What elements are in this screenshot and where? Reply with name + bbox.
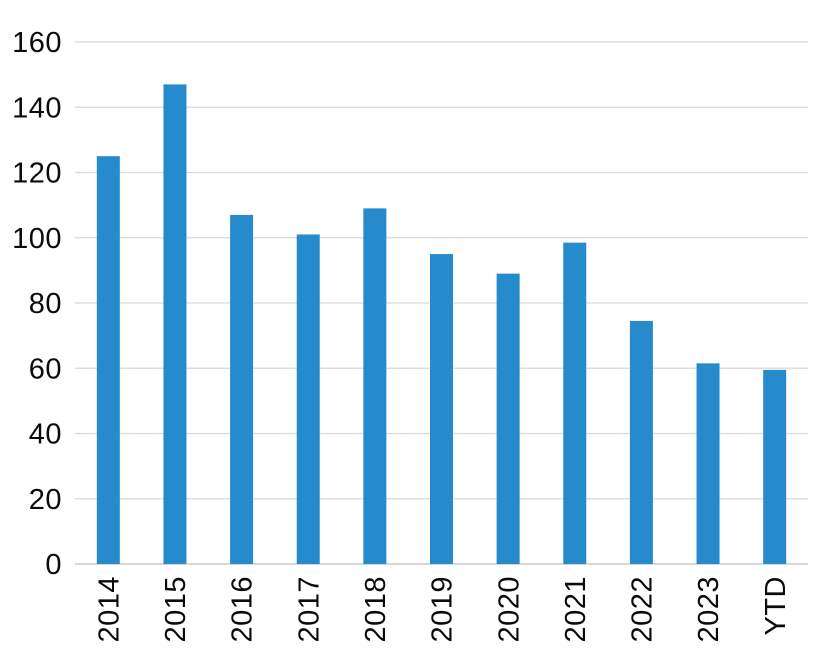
x-axis-tick-label: 2019 <box>427 576 459 643</box>
x-axis-tick-label: 2017 <box>293 576 325 643</box>
x-axis-tick-label: 2021 <box>560 576 592 643</box>
bar-2022 <box>629 320 653 564</box>
y-axis-tick-label: 140 <box>12 92 62 124</box>
bar-2016 <box>230 214 254 564</box>
x-axis-tick-label: 2023 <box>693 576 725 643</box>
x-axis-tick-label: YTD <box>760 576 792 636</box>
x-axis-tick-label: 2014 <box>93 576 125 643</box>
x-axis-tick-label: 2016 <box>227 576 259 643</box>
y-axis-tick-label: 0 <box>45 549 62 581</box>
bar-2021 <box>563 242 587 565</box>
bar-2017 <box>296 234 320 565</box>
y-axis-tick-label: 120 <box>12 158 62 190</box>
bar-2019 <box>430 254 453 564</box>
y-axis-tick-label: 60 <box>29 353 62 385</box>
bar-2015 <box>163 84 187 564</box>
bar-2023 <box>696 363 720 564</box>
bar-2014 <box>96 156 120 564</box>
x-axis-tick-label: 2020 <box>493 576 525 643</box>
y-axis-tick-label: 40 <box>29 419 62 451</box>
x-axis-tick-label: 2015 <box>160 576 192 643</box>
bar-2020 <box>496 273 520 564</box>
bar-2018 <box>363 208 387 564</box>
y-axis-tick-label: 20 <box>29 484 62 516</box>
y-axis-tick-label: 100 <box>12 223 62 255</box>
y-axis-tick-label: 160 <box>12 27 62 59</box>
y-axis-tick-label: 80 <box>29 288 62 320</box>
bar-ytd <box>763 369 787 564</box>
x-axis-tick-label: 2022 <box>627 576 659 643</box>
x-axis-tick-label: 2018 <box>360 576 392 643</box>
